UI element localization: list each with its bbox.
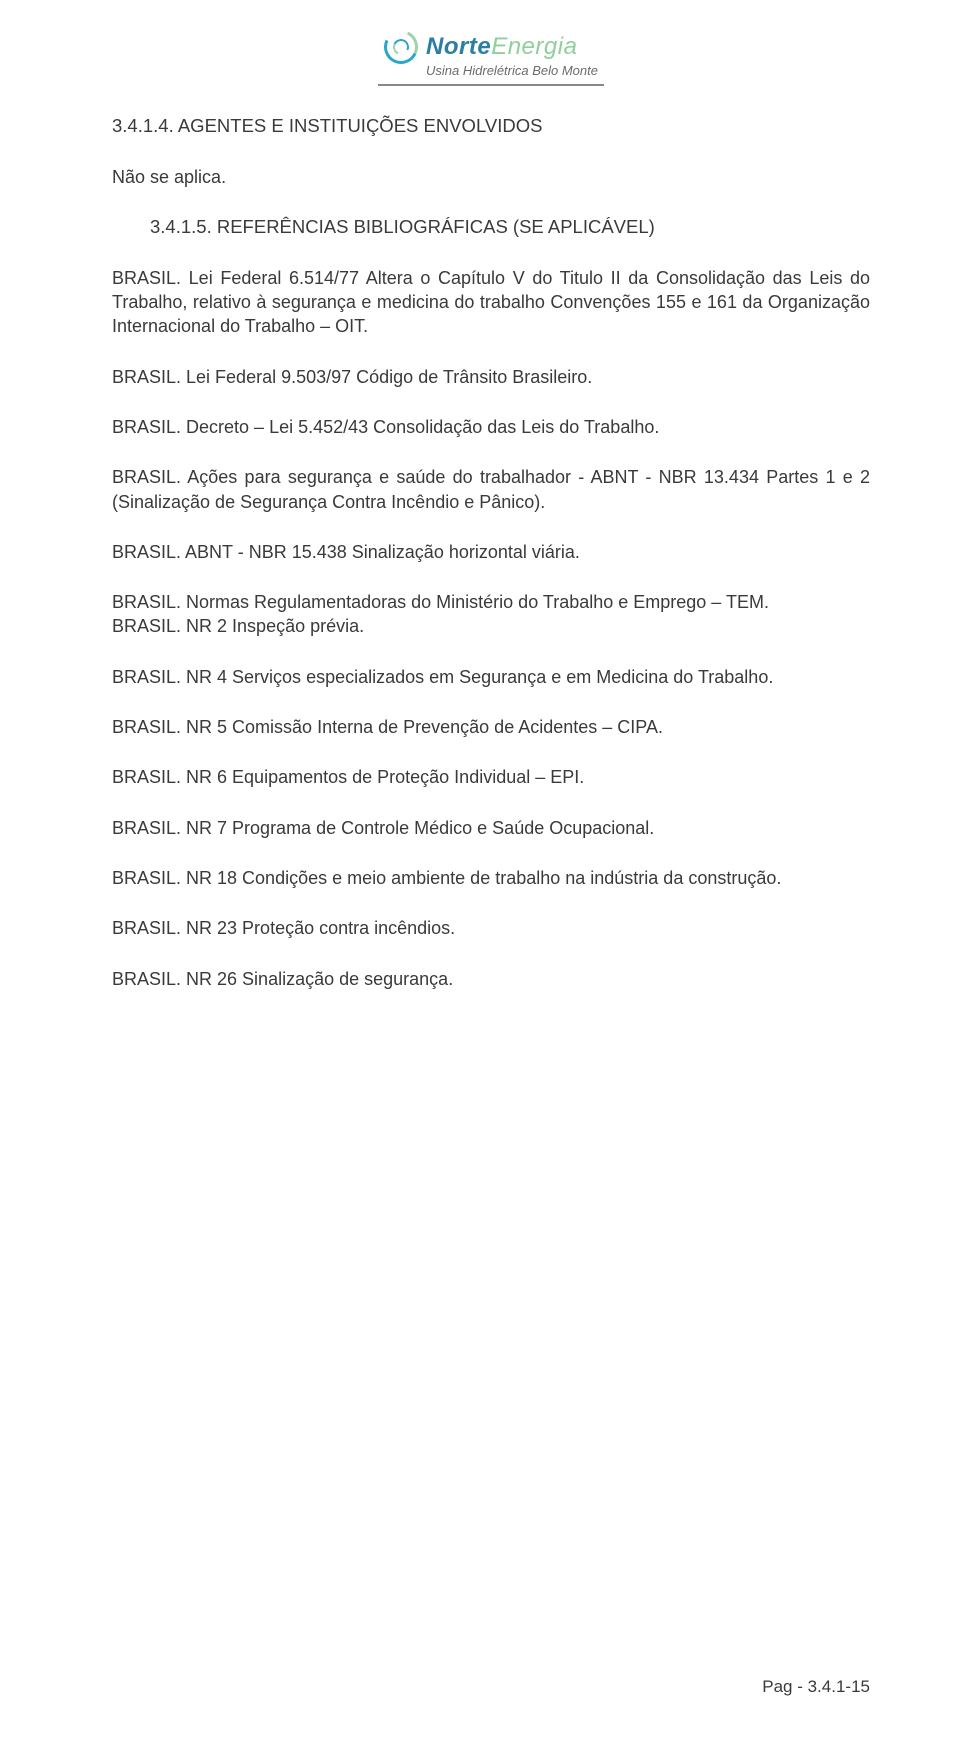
reference-item: BRASIL. Lei Federal 9.503/97 Código de T… bbox=[112, 365, 870, 389]
brand-name: NorteEnergia bbox=[426, 31, 577, 63]
reference-item: BRASIL. NR 4 Serviços especializados em … bbox=[112, 665, 870, 689]
logo-container: NorteEnergia Usina Hidrelétrica Belo Mon… bbox=[112, 28, 870, 86]
brand-second: Energia bbox=[491, 33, 577, 60]
reference-item: BRASIL. NR 6 Equipamentos de Proteção In… bbox=[112, 765, 870, 789]
swirl-icon bbox=[379, 25, 423, 69]
reference-item: BRASIL. NR 23 Proteção contra incêndios. bbox=[112, 916, 870, 940]
logo-top-row: NorteEnergia bbox=[384, 30, 577, 64]
reference-item: BRASIL. Ações para segurança e saúde do … bbox=[112, 465, 870, 514]
page-number: Pag - 3.4.1-15 bbox=[762, 1676, 870, 1699]
company-logo: NorteEnergia Usina Hidrelétrica Belo Mon… bbox=[378, 28, 604, 86]
reference-item: BRASIL. Decreto – Lei 5.452/43 Consolida… bbox=[112, 415, 870, 439]
reference-item: BRASIL. NR 18 Condições e meio ambiente … bbox=[112, 866, 870, 890]
reference-item: BRASIL. NR 5 Comissão Interna de Prevenç… bbox=[112, 715, 870, 739]
reference-item: BRASIL. NR 26 Sinalização de segurança. bbox=[112, 967, 870, 991]
brand-first: Norte bbox=[426, 33, 491, 60]
section-heading-references: 3.4.1.5. REFERÊNCIAS BIBLIOGRÁFICAS (SE … bbox=[150, 215, 870, 240]
reference-item: BRASIL. Normas Regulamentadoras do Minis… bbox=[112, 590, 870, 614]
reference-item: BRASIL. ABNT - NBR 15.438 Sinalização ho… bbox=[112, 540, 870, 564]
section-body-agents: Não se aplica. bbox=[112, 165, 870, 189]
section-heading-agents: 3.4.1.4. AGENTES E INSTITUIÇÕES ENVOLVID… bbox=[112, 114, 870, 139]
reference-item: BRASIL. NR 2 Inspeção prévia. bbox=[112, 614, 870, 638]
reference-item: BRASIL. NR 7 Programa de Controle Médico… bbox=[112, 816, 870, 840]
reference-item: BRASIL. Lei Federal 6.514/77 Altera o Ca… bbox=[112, 266, 870, 339]
document-page: NorteEnergia Usina Hidrelétrica Belo Mon… bbox=[0, 0, 960, 1739]
reference-group: BRASIL. Normas Regulamentadoras do Minis… bbox=[112, 590, 870, 639]
brand-subtitle: Usina Hidrelétrica Belo Monte bbox=[426, 62, 598, 80]
